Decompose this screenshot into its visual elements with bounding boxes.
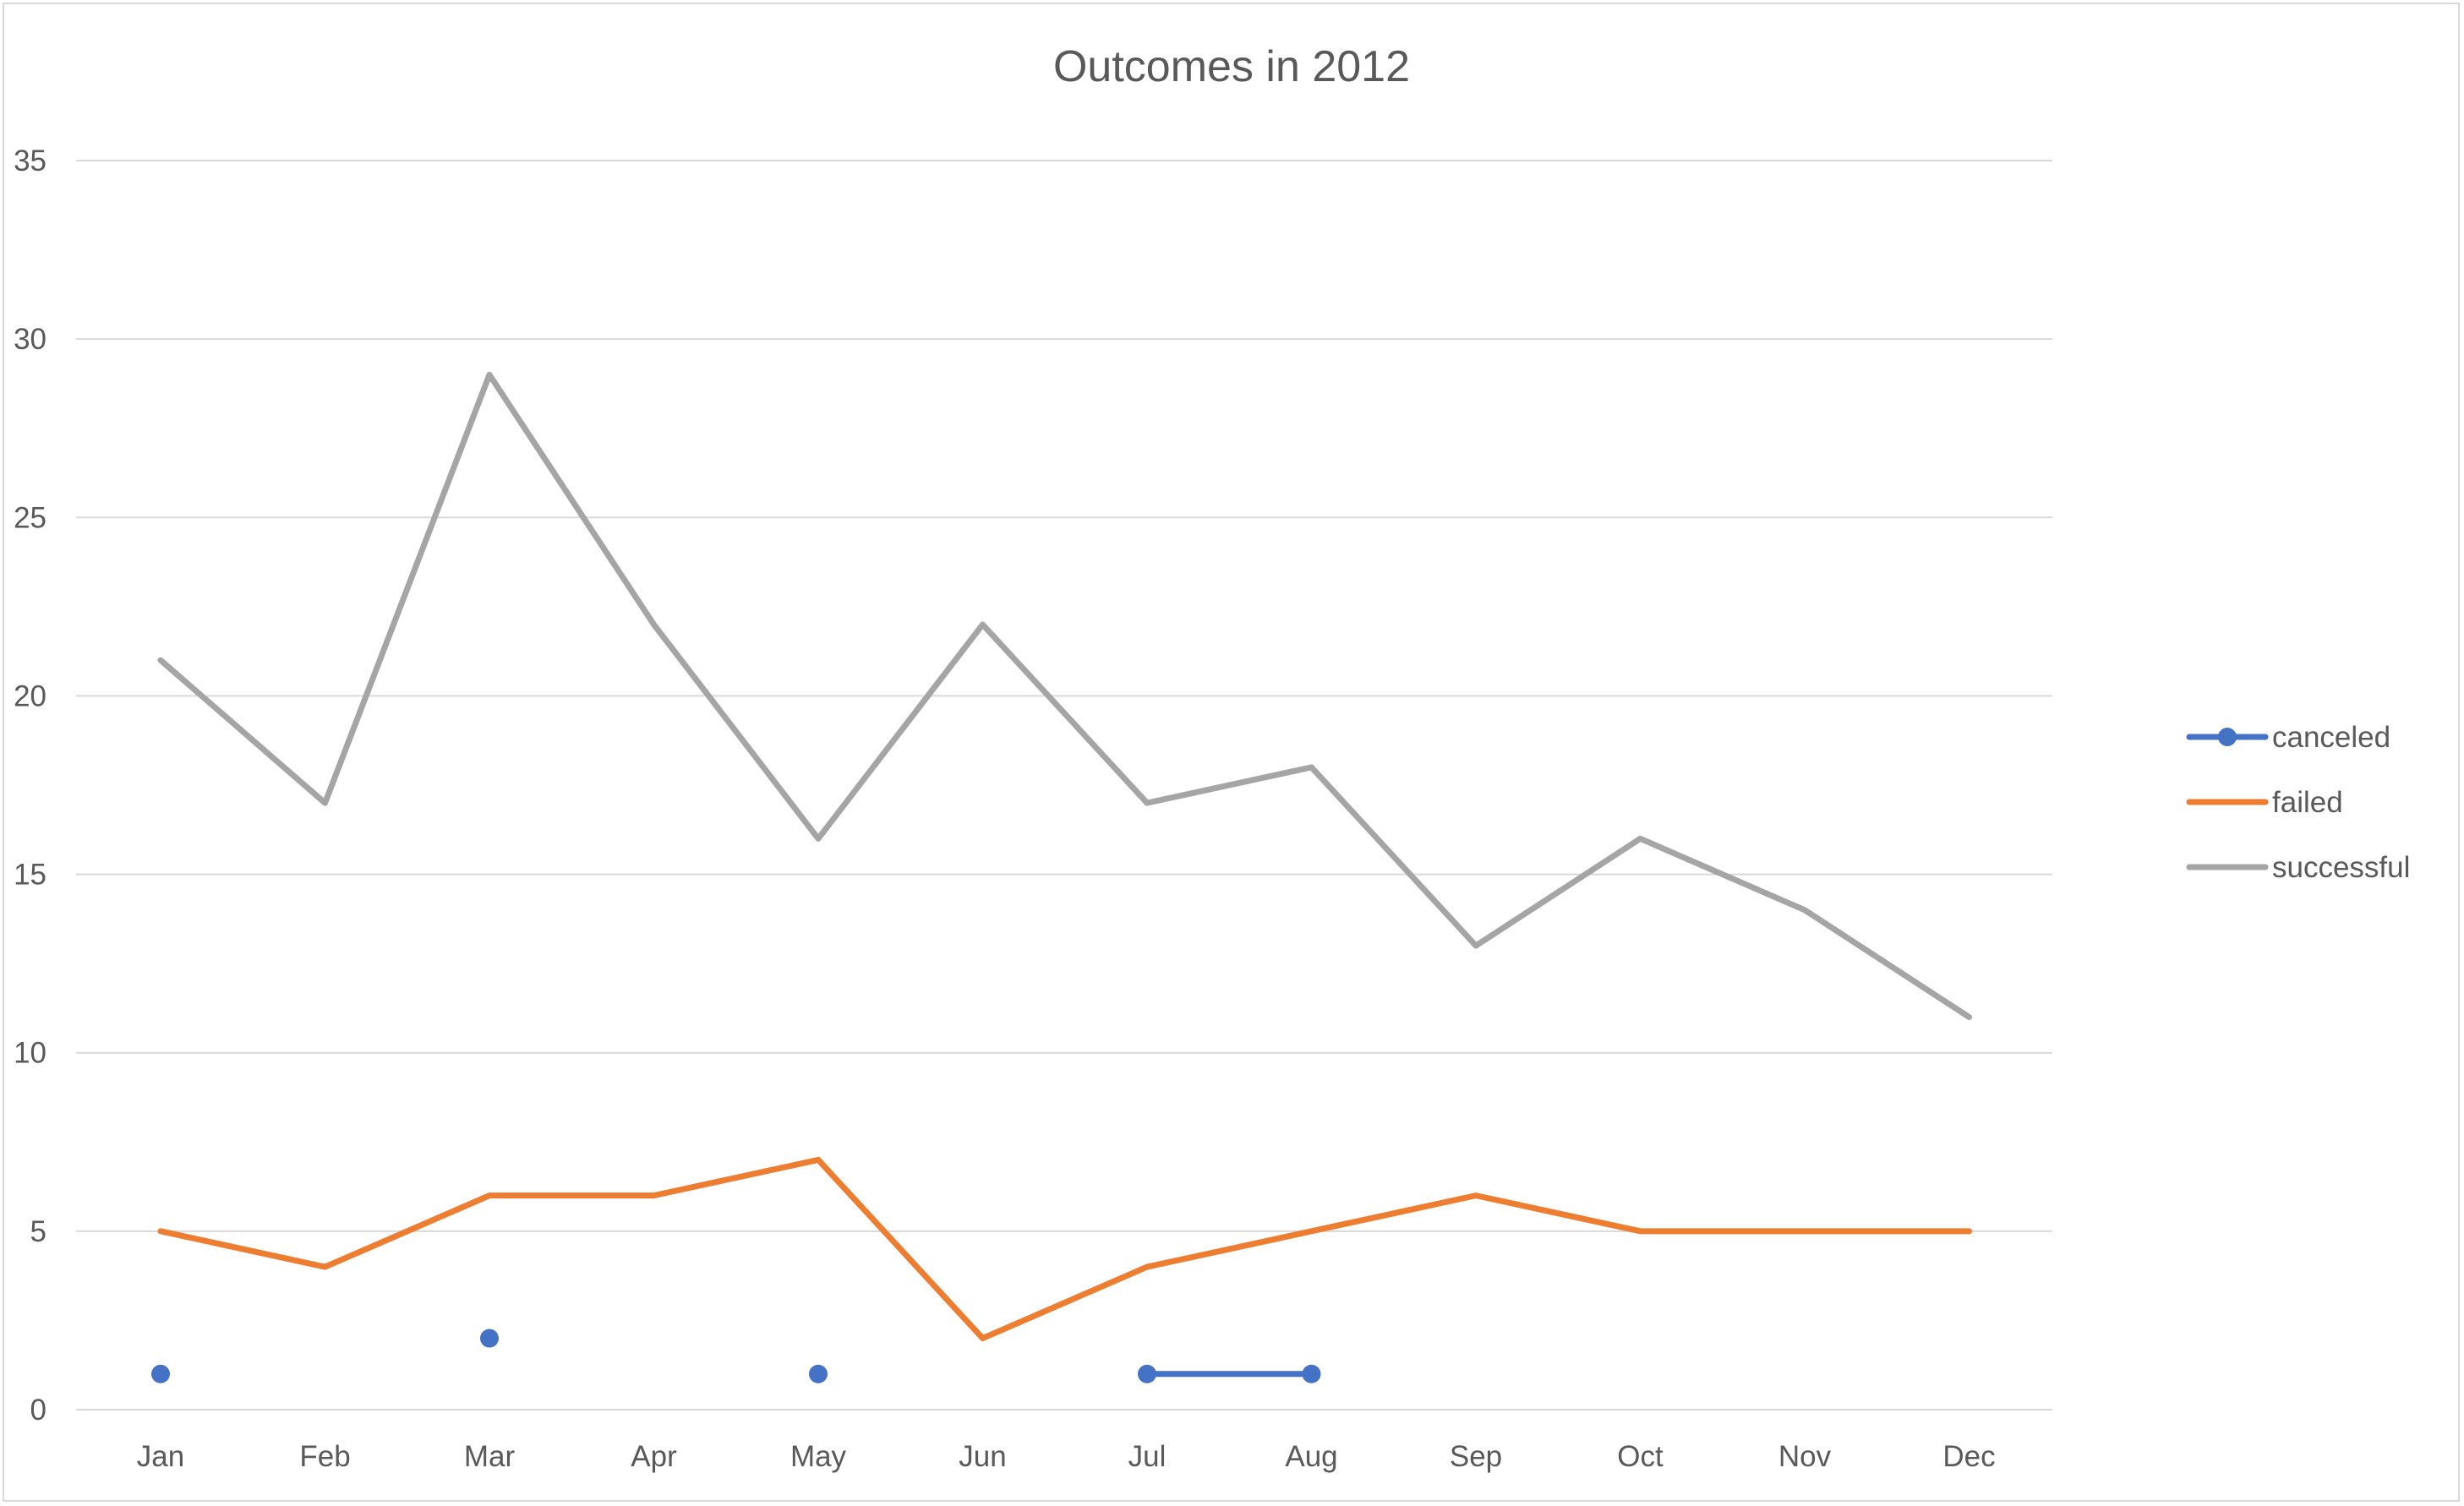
x-tick-label: Apr — [631, 1440, 677, 1473]
data-point-canceled — [1138, 1364, 1156, 1383]
data-point-canceled — [809, 1364, 828, 1383]
x-tick-label: Jun — [959, 1440, 1006, 1473]
x-axis-tick-labels: Jan Feb Mar Apr May Jun Jul Aug Sep Oct Nov Dec — [137, 1440, 1996, 1473]
legend-item-failed: failed — [2186, 786, 2343, 819]
x-tick-label: May — [790, 1440, 847, 1473]
data-point-canceled — [151, 1364, 170, 1383]
x-tick-label: Jan — [137, 1440, 184, 1473]
x-tick-label: Nov — [1778, 1440, 1832, 1473]
series-line-successful — [157, 371, 1972, 1020]
chart-frame — [3, 3, 2460, 1502]
x-tick-label: Aug — [1285, 1440, 1337, 1473]
series-successful — [157, 371, 1972, 1020]
y-tick-label: 0 — [30, 1394, 46, 1427]
legend-label: failed — [2272, 786, 2343, 819]
x-tick-label: Sep — [1450, 1440, 1502, 1473]
y-tick-label: 25 — [14, 501, 46, 534]
legend-item-canceled: canceled — [2186, 721, 2390, 754]
legend-item-successful: successful — [2186, 851, 2410, 884]
series-lines — [151, 371, 1972, 1383]
data-point-canceled — [1302, 1364, 1321, 1383]
x-tick-label: Jul — [1128, 1440, 1166, 1473]
legend-label: successful — [2272, 851, 2410, 884]
gridlines — [76, 160, 2052, 1411]
y-tick-label: 5 — [30, 1215, 46, 1248]
data-point-canceled — [480, 1329, 499, 1348]
legend: canceled failed successful — [2186, 721, 2410, 884]
x-tick-label: Dec — [1942, 1440, 1995, 1473]
y-tick-label: 10 — [14, 1037, 46, 1070]
series-canceled — [151, 1329, 1321, 1383]
x-tick-label: Mar — [464, 1440, 516, 1473]
legend-marker — [2218, 728, 2237, 746]
x-tick-label: Oct — [1617, 1440, 1664, 1473]
y-tick-label: 35 — [14, 145, 46, 177]
y-tick-label: 15 — [14, 859, 46, 892]
series-failed — [157, 1156, 1972, 1342]
y-tick-label: 20 — [14, 679, 46, 712]
y-tick-label: 30 — [14, 323, 46, 356]
legend-label: canceled — [2272, 721, 2390, 754]
chart-title: Outcomes in 2012 — [1053, 42, 1410, 91]
x-tick-label: Feb — [299, 1440, 350, 1473]
series-line-failed — [157, 1156, 1972, 1342]
y-axis-tick-labels: 0 5 10 15 20 25 30 35 — [14, 145, 46, 1427]
